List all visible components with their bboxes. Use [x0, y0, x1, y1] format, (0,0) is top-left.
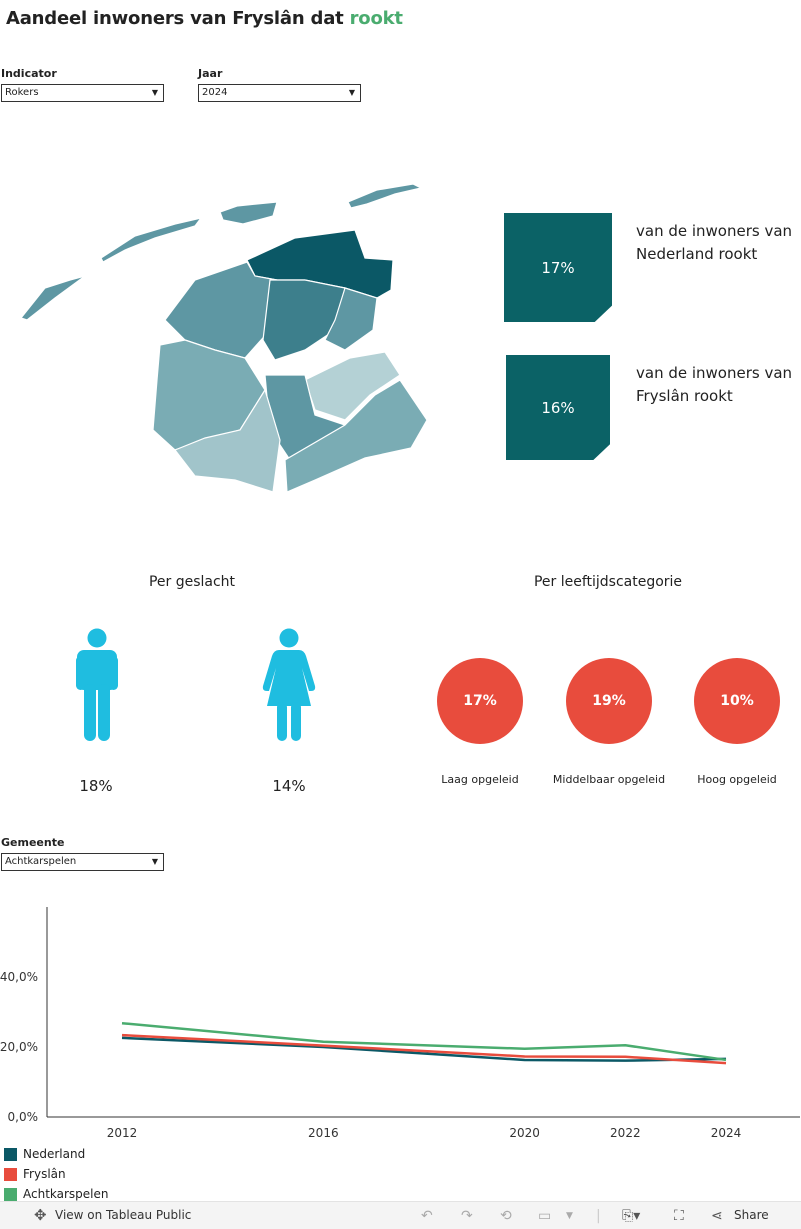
edu-value-middelbaar: 19%: [592, 693, 626, 709]
edu-circle-laag[interactable]: 17%: [437, 658, 523, 744]
kpi-nederland-line2: Nederland rookt: [636, 245, 758, 263]
map-island-ameland[interactable]: [219, 201, 278, 225]
map-island-schiermonnikoog[interactable]: [347, 183, 423, 209]
indicator-label: Indicator: [1, 67, 57, 80]
share-icon[interactable]: ⋖: [711, 1208, 723, 1224]
chart-legend: Nederland Fryslân Achtkarspelen: [4, 1144, 109, 1204]
pause-icon[interactable]: ▭: [538, 1208, 552, 1224]
kpi-nederland-box[interactable]: 17%: [504, 213, 612, 322]
edu-label-hoog: Hoog opgeleid: [697, 773, 777, 786]
kpi-fryslan-text: van de inwoners van Fryslân rookt: [636, 362, 792, 408]
kpi-fryslan-line1: van de inwoners van: [636, 364, 793, 382]
legend-label: Achtkarspelen: [23, 1187, 109, 1201]
kpi-fryslan-line2: Fryslân rookt: [636, 387, 733, 405]
map-region-oost[interactable]: [324, 287, 378, 351]
redo-icon[interactable]: ↷: [461, 1208, 473, 1224]
legend-label: Fryslân: [23, 1167, 66, 1181]
map-region-zuid[interactable]: [174, 388, 281, 493]
divider: |: [596, 1208, 601, 1224]
series-line-achtkarspelen[interactable]: [121, 1021, 727, 1062]
year-label: Jaar: [198, 67, 223, 80]
kpi-nederland-value: 17%: [541, 258, 575, 277]
legend-item-nederland[interactable]: Nederland: [4, 1144, 109, 1164]
female-person-icon[interactable]: [262, 628, 316, 742]
revert-icon[interactable]: ⟲: [500, 1208, 512, 1224]
y-tick-label: 20,0%: [0, 1040, 38, 1054]
female-percentage: 14%: [272, 777, 306, 795]
edu-circle-middelbaar[interactable]: 19%: [566, 658, 652, 744]
legend-swatch: [4, 1167, 17, 1181]
kpi-nederland-line1: van de inwoners van: [636, 222, 793, 240]
map-region-zuidoost[interactable]: [284, 379, 428, 493]
legend-swatch: [4, 1187, 17, 1201]
municipality-label: Gemeente: [1, 836, 65, 849]
trend-line-chart[interactable]: 0,0% 20,0% 40,0% 2012 2016 2020 2022 2024: [0, 895, 801, 1145]
male-percentage: 18%: [79, 777, 113, 795]
edu-value-hoog: 10%: [720, 693, 754, 709]
chevron-down-icon: ▼: [151, 857, 158, 866]
share-button[interactable]: Share: [734, 1208, 769, 1222]
fullscreen-icon[interactable]: ⛶: [674, 1208, 684, 1224]
municipality-dropdown[interactable]: Achtkarspelen ▼: [1, 853, 164, 871]
legend-item-achtkarspelen[interactable]: Achtkarspelen: [4, 1184, 109, 1204]
legend-swatch: [4, 1147, 17, 1161]
x-tick-label: 2020: [509, 1126, 540, 1140]
gender-section-title: Per geslacht: [148, 574, 236, 590]
undo-icon[interactable]: ↶: [421, 1208, 433, 1224]
year-dropdown[interactable]: 2024 ▼: [198, 84, 361, 102]
x-tick-label: 2022: [610, 1126, 641, 1140]
x-tick-label: 2024: [711, 1126, 742, 1140]
edu-circle-hoog[interactable]: 10%: [694, 658, 780, 744]
indicator-value: Rokers: [5, 87, 39, 98]
map-island-terschelling[interactable]: [100, 217, 203, 263]
page-title: Aandeel inwoners van Fryslân dat rookt: [6, 8, 403, 29]
edu-label-middelbaar: Middelbaar opgeleid: [552, 773, 666, 786]
kpi-nederland-text: van de inwoners van Nederland rookt: [636, 220, 792, 266]
tableau-logo-icon: ✥: [34, 1206, 47, 1224]
title-text: Aandeel inwoners van Fryslân dat: [6, 8, 350, 29]
download-icon[interactable]: ⎘▾: [622, 1208, 641, 1224]
tableau-toolbar: ✥ View on Tableau Public ↶ ↷ ⟲ ▭ ▼ | ⎘▾ …: [0, 1201, 801, 1229]
series-line-frysln[interactable]: [121, 1033, 727, 1065]
map-region-centrum[interactable]: [262, 279, 346, 361]
kpi-fryslan-value: 16%: [541, 398, 575, 417]
kpi-fryslan-box[interactable]: 16%: [506, 355, 610, 460]
chevron-down-icon: ▼: [151, 88, 158, 97]
friesland-map[interactable]: [15, 180, 435, 500]
x-tick-label: 2016: [308, 1126, 339, 1140]
year-value: 2024: [202, 87, 228, 98]
y-tick-label: 0,0%: [8, 1110, 39, 1124]
legend-item-fryslan[interactable]: Fryslân: [4, 1164, 109, 1184]
map-region-achtkarspelen[interactable]: [304, 351, 401, 421]
male-person-icon[interactable]: [72, 628, 122, 742]
chevron-down-icon[interactable]: ▼: [566, 1211, 573, 1221]
title-highlight: rookt: [349, 8, 403, 29]
y-tick-label: 40,0%: [0, 970, 38, 984]
view-on-tableau-link[interactable]: View on Tableau Public: [55, 1208, 192, 1222]
map-island-vlieland[interactable]: [19, 275, 86, 321]
x-tick-label: 2012: [107, 1126, 138, 1140]
chevron-down-icon: ▼: [348, 88, 355, 97]
legend-label: Nederland: [23, 1147, 86, 1161]
indicator-dropdown[interactable]: Rokers ▼: [1, 84, 164, 102]
municipality-value: Achtkarspelen: [5, 856, 77, 867]
edu-label-laag: Laag opgeleid: [441, 773, 519, 786]
education-section-title: Per leeftijdscategorie: [533, 574, 683, 590]
edu-value-laag: 17%: [463, 693, 497, 709]
